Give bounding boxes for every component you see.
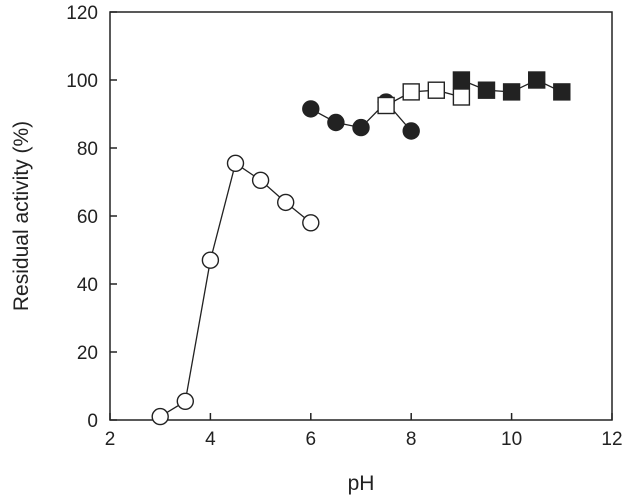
x-tick-label: 8 <box>406 429 417 450</box>
data-point-square <box>427 81 445 99</box>
data-point-square <box>502 83 521 101</box>
y-axis: 0 20 40 60 80 100 120 <box>66 3 117 432</box>
data-point-circle <box>352 118 370 137</box>
data-point-circle <box>226 154 245 173</box>
y-tick-label: 120 <box>66 3 98 24</box>
y-axis-title: Residual activity (%) <box>10 121 33 311</box>
x-axis-title: pH <box>348 472 375 495</box>
series-open-circle <box>151 154 320 426</box>
data-point-circle <box>327 113 345 132</box>
data-point-square <box>402 83 420 101</box>
series-filled-circle <box>302 93 420 140</box>
data-point-square <box>377 96 395 115</box>
data-point-circle <box>151 407 169 426</box>
y-tick-label: 20 <box>77 343 98 364</box>
data-point-square <box>528 71 546 89</box>
series-line <box>385 89 462 107</box>
series-filled-square <box>452 71 571 101</box>
y-tick-label: 80 <box>77 139 98 160</box>
y-tick-label: 100 <box>66 71 98 92</box>
data-point-circle <box>201 251 220 269</box>
y-tick-label: 60 <box>77 207 98 228</box>
series-open-square <box>377 81 471 115</box>
data-point-circle <box>176 392 195 410</box>
x-tick-label: 6 <box>306 429 317 450</box>
data-point-circle <box>277 193 295 212</box>
data-point-circle <box>302 100 320 118</box>
data-series <box>151 71 571 426</box>
data-point-square <box>553 83 571 101</box>
data-point-square <box>452 88 471 106</box>
data-point-square <box>477 81 496 99</box>
y-tick-label: 0 <box>87 411 98 432</box>
x-tick-label: 2 <box>105 429 116 450</box>
x-tick-label: 12 <box>601 429 622 450</box>
y-tick-label: 40 <box>77 275 98 296</box>
data-point-square <box>452 71 471 89</box>
x-tick-label: 4 <box>205 429 216 450</box>
data-point-circle <box>251 171 270 190</box>
x-tick-label: 10 <box>501 429 522 450</box>
data-point-circle <box>402 122 420 140</box>
data-point-circle <box>302 214 320 232</box>
x-axis: 2 4 6 8 10 12 <box>105 413 623 450</box>
